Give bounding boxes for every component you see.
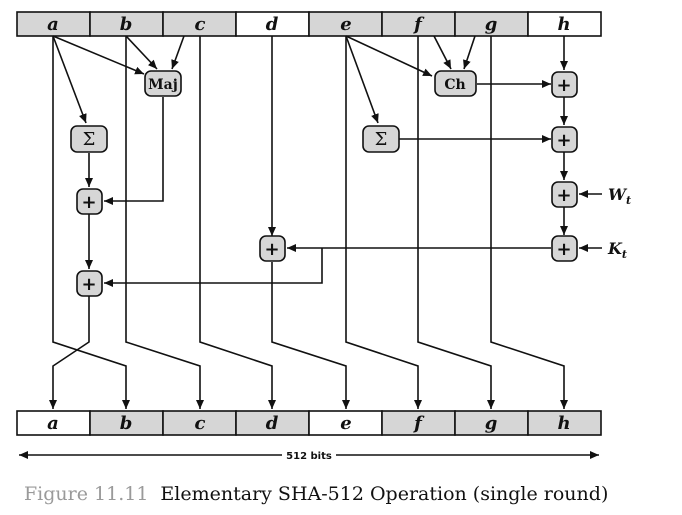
adder-k-label: + <box>556 239 571 260</box>
adder-a-label: + <box>81 274 96 295</box>
width-indicator: 512 bits <box>19 451 599 462</box>
sigma0-box <box>70 125 108 153</box>
wire-adder-e-to-out-e <box>271 262 350 409</box>
wire-a-to-maj <box>52 35 145 75</box>
output-register-a-label: a <box>47 413 59 434</box>
sigma0-label: Σ <box>83 129 96 150</box>
wire-e-to-out-f <box>345 36 422 409</box>
output-register-h <box>527 410 602 436</box>
data-paths <box>49 35 602 409</box>
output-registers: a b c d e f g h <box>16 410 602 436</box>
wire-g-to-out-h <box>490 36 568 409</box>
adder-w <box>551 181 578 208</box>
adder-sigma1-label: + <box>556 130 571 151</box>
adder-e-label: + <box>264 239 279 260</box>
output-register-b <box>89 410 164 436</box>
wire-t1-to-adder-a <box>104 248 323 287</box>
caption-number: Figure 11.11 <box>24 483 148 505</box>
figure-caption: Figure 11.11 Elementary SHA-512 Operation… <box>24 483 608 505</box>
maj-box <box>144 70 182 97</box>
adder-h <box>551 71 578 98</box>
wire-a-to-sigma0 <box>52 35 87 124</box>
adder-e <box>259 235 286 262</box>
adder-t2 <box>76 188 103 215</box>
output-register-a <box>16 410 91 436</box>
wire-c-to-maj <box>171 35 185 70</box>
wire-adder-a-to-out-a <box>49 296 90 409</box>
ch-label: Ch <box>444 77 465 93</box>
wire-b-to-out-c <box>125 36 204 409</box>
adder-w-label: + <box>556 185 571 206</box>
adder-t2-label: + <box>81 192 96 213</box>
input-register-h <box>527 11 602 37</box>
wire-f-to-ch <box>433 35 452 70</box>
k-label: Kt <box>607 239 627 261</box>
output-register-e <box>308 410 383 436</box>
w-subscript: t <box>626 194 631 207</box>
output-register-c-label: c <box>195 413 206 434</box>
output-register-f <box>381 410 456 436</box>
k-subscript: t <box>622 248 627 261</box>
output-register-c <box>162 410 237 436</box>
wire-e-to-sigma1 <box>345 35 379 124</box>
input-register-g-label: g <box>485 14 498 35</box>
output-register-b-label: b <box>120 413 133 434</box>
wire-f-to-out-g <box>417 36 495 409</box>
input-register-a-label: a <box>47 14 59 35</box>
ch-box <box>434 70 477 97</box>
wire-c-to-out-d <box>199 36 276 409</box>
adder-k <box>551 235 578 262</box>
sigma1-box <box>362 125 400 153</box>
caption-text: Elementary SHA-512 Operation (single rou… <box>160 483 608 505</box>
input-register-c-label: c <box>195 14 206 35</box>
w-main: W <box>608 185 628 204</box>
input-registers: a b c d e f g h <box>16 11 602 37</box>
output-register-h-label: h <box>557 413 570 434</box>
output-register-e-label: e <box>340 413 351 434</box>
maj-label: Maj <box>148 77 178 93</box>
adder-h-label: + <box>556 75 571 96</box>
adder-a <box>76 270 103 297</box>
input-register-b-label: b <box>120 14 133 35</box>
k-main: K <box>607 239 623 258</box>
input-register-d-label: d <box>266 14 279 35</box>
wire-b-to-maj <box>125 35 158 70</box>
wire-a-to-out-b <box>52 36 130 409</box>
wire-g-to-ch <box>463 35 476 70</box>
sigma1-label: Σ <box>375 129 388 150</box>
output-register-g <box>454 410 529 436</box>
round-inputs: Wt Kt <box>607 185 631 261</box>
input-register-h-label: h <box>557 14 570 35</box>
output-register-g-label: g <box>485 413 498 434</box>
output-register-d <box>235 410 310 436</box>
w-label: Wt <box>608 185 631 207</box>
wire-maj-to-adder-t2 <box>104 97 164 205</box>
adder-sigma1 <box>551 126 578 153</box>
input-register-e-label: e <box>340 14 351 35</box>
operations: Maj Ch Σ Σ + + + + + + + <box>70 70 578 297</box>
width-label: 512 bits <box>286 451 332 462</box>
output-register-d-label: d <box>266 413 279 434</box>
